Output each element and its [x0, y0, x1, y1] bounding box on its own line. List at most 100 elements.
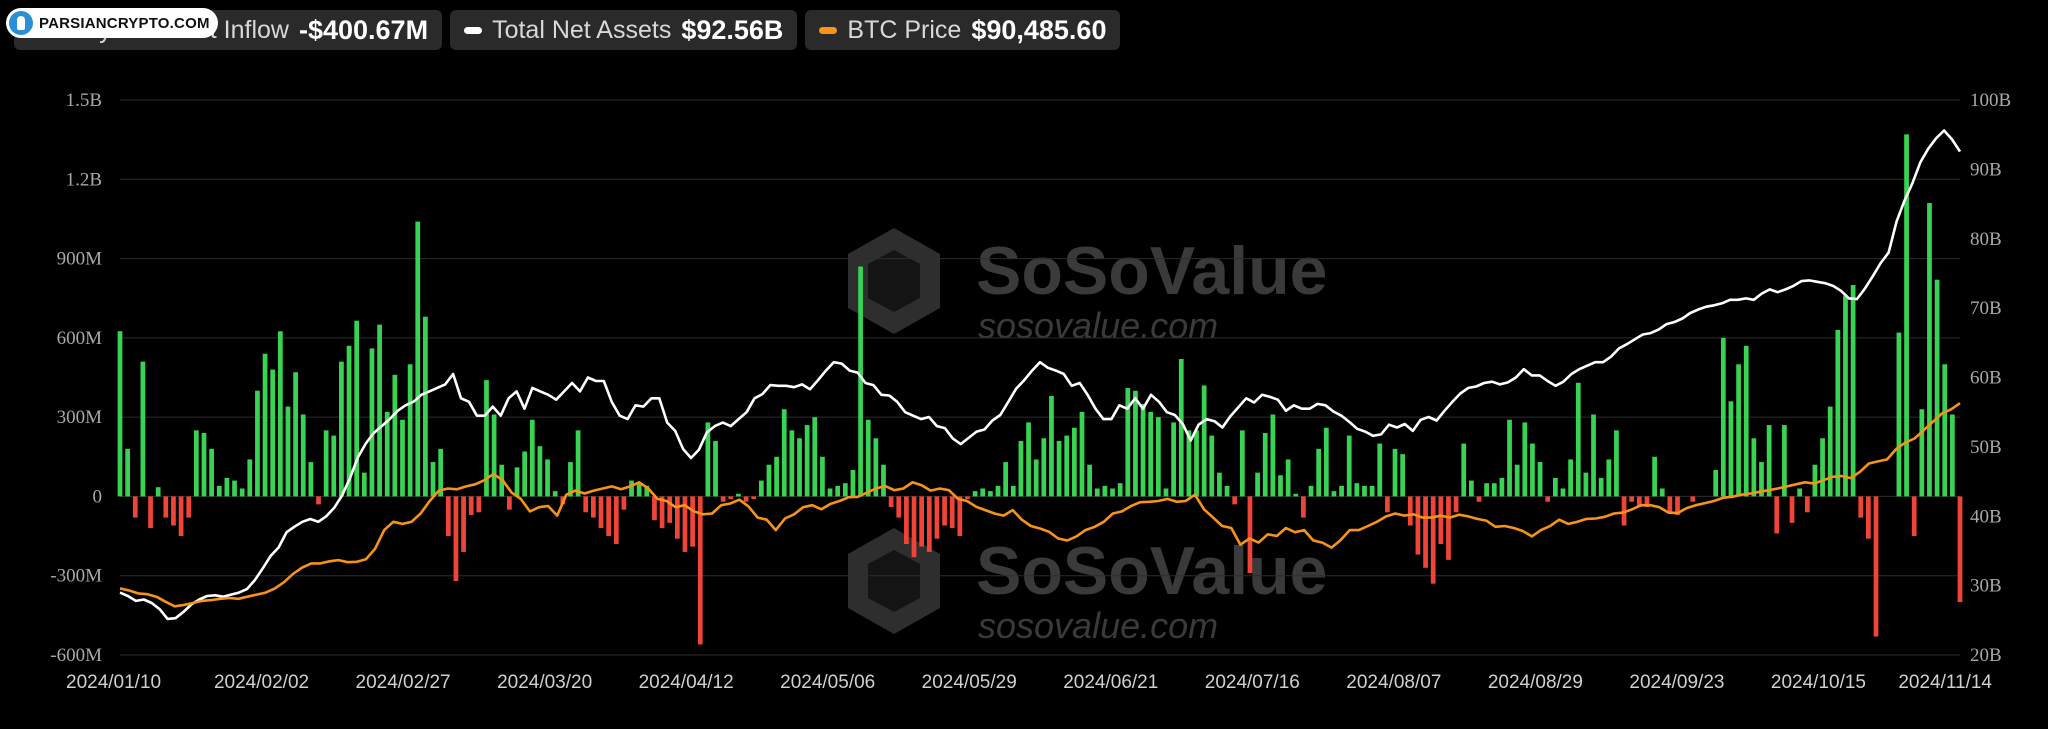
inflow-bar: [1522, 422, 1528, 497]
watermark-url-2: sosovalue.com: [978, 605, 1218, 646]
inflow-bar: [377, 324, 382, 497]
inflow-bar: [1690, 496, 1696, 502]
inflow-bar: [1850, 285, 1856, 497]
x-tick-label: 2024/08/29: [1488, 672, 1583, 693]
x-tick-label: 2024/02/27: [356, 672, 451, 693]
brand-icon: [9, 11, 33, 35]
inflow-bar: [1377, 443, 1383, 497]
inflow-bar: [537, 446, 543, 497]
inflow-bar: [652, 496, 657, 521]
inflow-bar: [453, 496, 459, 581]
inflow-bar: [1919, 409, 1925, 497]
inflow-bar: [1469, 480, 1474, 497]
inflow-bar: [812, 417, 818, 497]
inflow-bar: [980, 488, 986, 497]
inflow-bar: [476, 496, 482, 513]
inflow-bar: [308, 462, 314, 497]
inflow-bar: [1232, 496, 1238, 505]
inflow-bar: [1308, 485, 1314, 497]
legend-swatch-total-net-assets: [464, 26, 483, 34]
inflow-bar: [842, 483, 848, 497]
inflow-bar: [858, 266, 863, 497]
y-left-tick-label: 300M: [57, 407, 103, 428]
inflow-bar: [957, 496, 963, 537]
inflow-bar: [1407, 496, 1413, 526]
watermark-bottom: SoSoValue sosovalue.com: [848, 528, 1327, 646]
inflow-bar: [1071, 427, 1077, 497]
inflow-bar: [1957, 496, 1963, 603]
inflow-bar: [911, 496, 917, 558]
inflow-bar: [774, 456, 779, 497]
btc-price-line: [119, 402, 1961, 608]
y-axis-left: 1.5B 1.2B 900M 600M 300M 0 -300M -600M: [50, 90, 102, 666]
inflow-bar: [1148, 411, 1154, 497]
inflow-bar: [1552, 477, 1558, 497]
inflow-bar: [568, 462, 573, 497]
inflow-bar: [262, 353, 268, 497]
inflow-bar: [758, 480, 764, 497]
inflow-bar: [583, 496, 589, 513]
inflow-bar: [316, 496, 321, 505]
inflow-bar: [1293, 493, 1299, 497]
inflow-bar: [1598, 477, 1604, 497]
inflow-bar: [835, 485, 841, 497]
inflow-bar: [1476, 496, 1482, 502]
inflow-bar: [896, 496, 902, 518]
inflow-bar: [354, 320, 360, 497]
inflow-bar: [140, 361, 146, 497]
y-right-tick-label: 60B: [1970, 368, 2002, 389]
inflow-bar: [1942, 364, 1948, 497]
inflow-bar: [132, 496, 138, 518]
inflow-bar: [659, 496, 665, 529]
y-right-tick-label: 90B: [1970, 159, 2002, 180]
inflow-bar: [117, 331, 123, 497]
inflow-bar: [201, 433, 207, 497]
inflow-bar: [1255, 472, 1260, 497]
inflow-bar: [300, 414, 306, 497]
inflow-bar: [400, 419, 405, 497]
legend-item-total-net-assets[interactable]: Total Net Assets $92.56B: [450, 10, 798, 50]
inflow-bar: [713, 440, 718, 497]
inflow-bar: [484, 380, 489, 497]
inflow-bar: [430, 462, 436, 497]
inflow-bar: [1163, 488, 1169, 497]
inflow-bars: [117, 134, 1963, 645]
legend-item-btc-price[interactable]: BTC Price $90,485.60: [805, 10, 1121, 50]
watermark-brand-2: SoSoValue: [976, 533, 1327, 609]
inflow-bar: [232, 480, 237, 497]
inflow-bar: [1484, 483, 1490, 497]
inflow-bar: [1171, 422, 1176, 497]
legend-value-total-net-assets: $92.56B: [681, 14, 784, 45]
inflow-bar: [155, 487, 161, 497]
inflow-bar: [1827, 406, 1833, 497]
total-net-assets-line: [119, 129, 1962, 621]
inflow-bar: [339, 361, 344, 497]
watermark-logo-inner-2: [868, 550, 920, 612]
inflow-bar: [392, 374, 398, 497]
inflow-bar: [1575, 382, 1581, 497]
inflow-bar: [697, 496, 703, 645]
legend-value-daily-inflow: -$400.67M: [298, 14, 429, 45]
y-left-tick-label: 0: [93, 486, 103, 507]
inflow-bar: [1866, 496, 1871, 539]
inflow-bar: [1217, 472, 1222, 497]
series-lines: [119, 129, 1962, 621]
inflow-bar: [1110, 488, 1115, 497]
inflow-bar: [1117, 483, 1123, 497]
inflow-bar: [1003, 462, 1009, 497]
inflow-bar: [1186, 430, 1192, 497]
inflow-bar: [1133, 390, 1138, 497]
inflow-bar: [751, 496, 757, 500]
inflow-bar: [1270, 414, 1276, 497]
x-tick-label: 2024/05/06: [780, 672, 875, 693]
x-tick-label: 2024/05/29: [922, 672, 1017, 693]
y-right-tick-label: 30B: [1970, 576, 2002, 597]
inflow-bar: [1751, 438, 1757, 497]
inflow-bar: [1720, 337, 1726, 497]
inflow-bar: [1530, 443, 1535, 497]
x-tick-label: 2024/11/14: [1898, 672, 1992, 693]
inflow-bar: [277, 331, 283, 497]
inflow-bar: [1362, 485, 1367, 497]
inflow-bar: [186, 496, 192, 518]
x-tick-label: 2024/08/07: [1346, 672, 1441, 693]
